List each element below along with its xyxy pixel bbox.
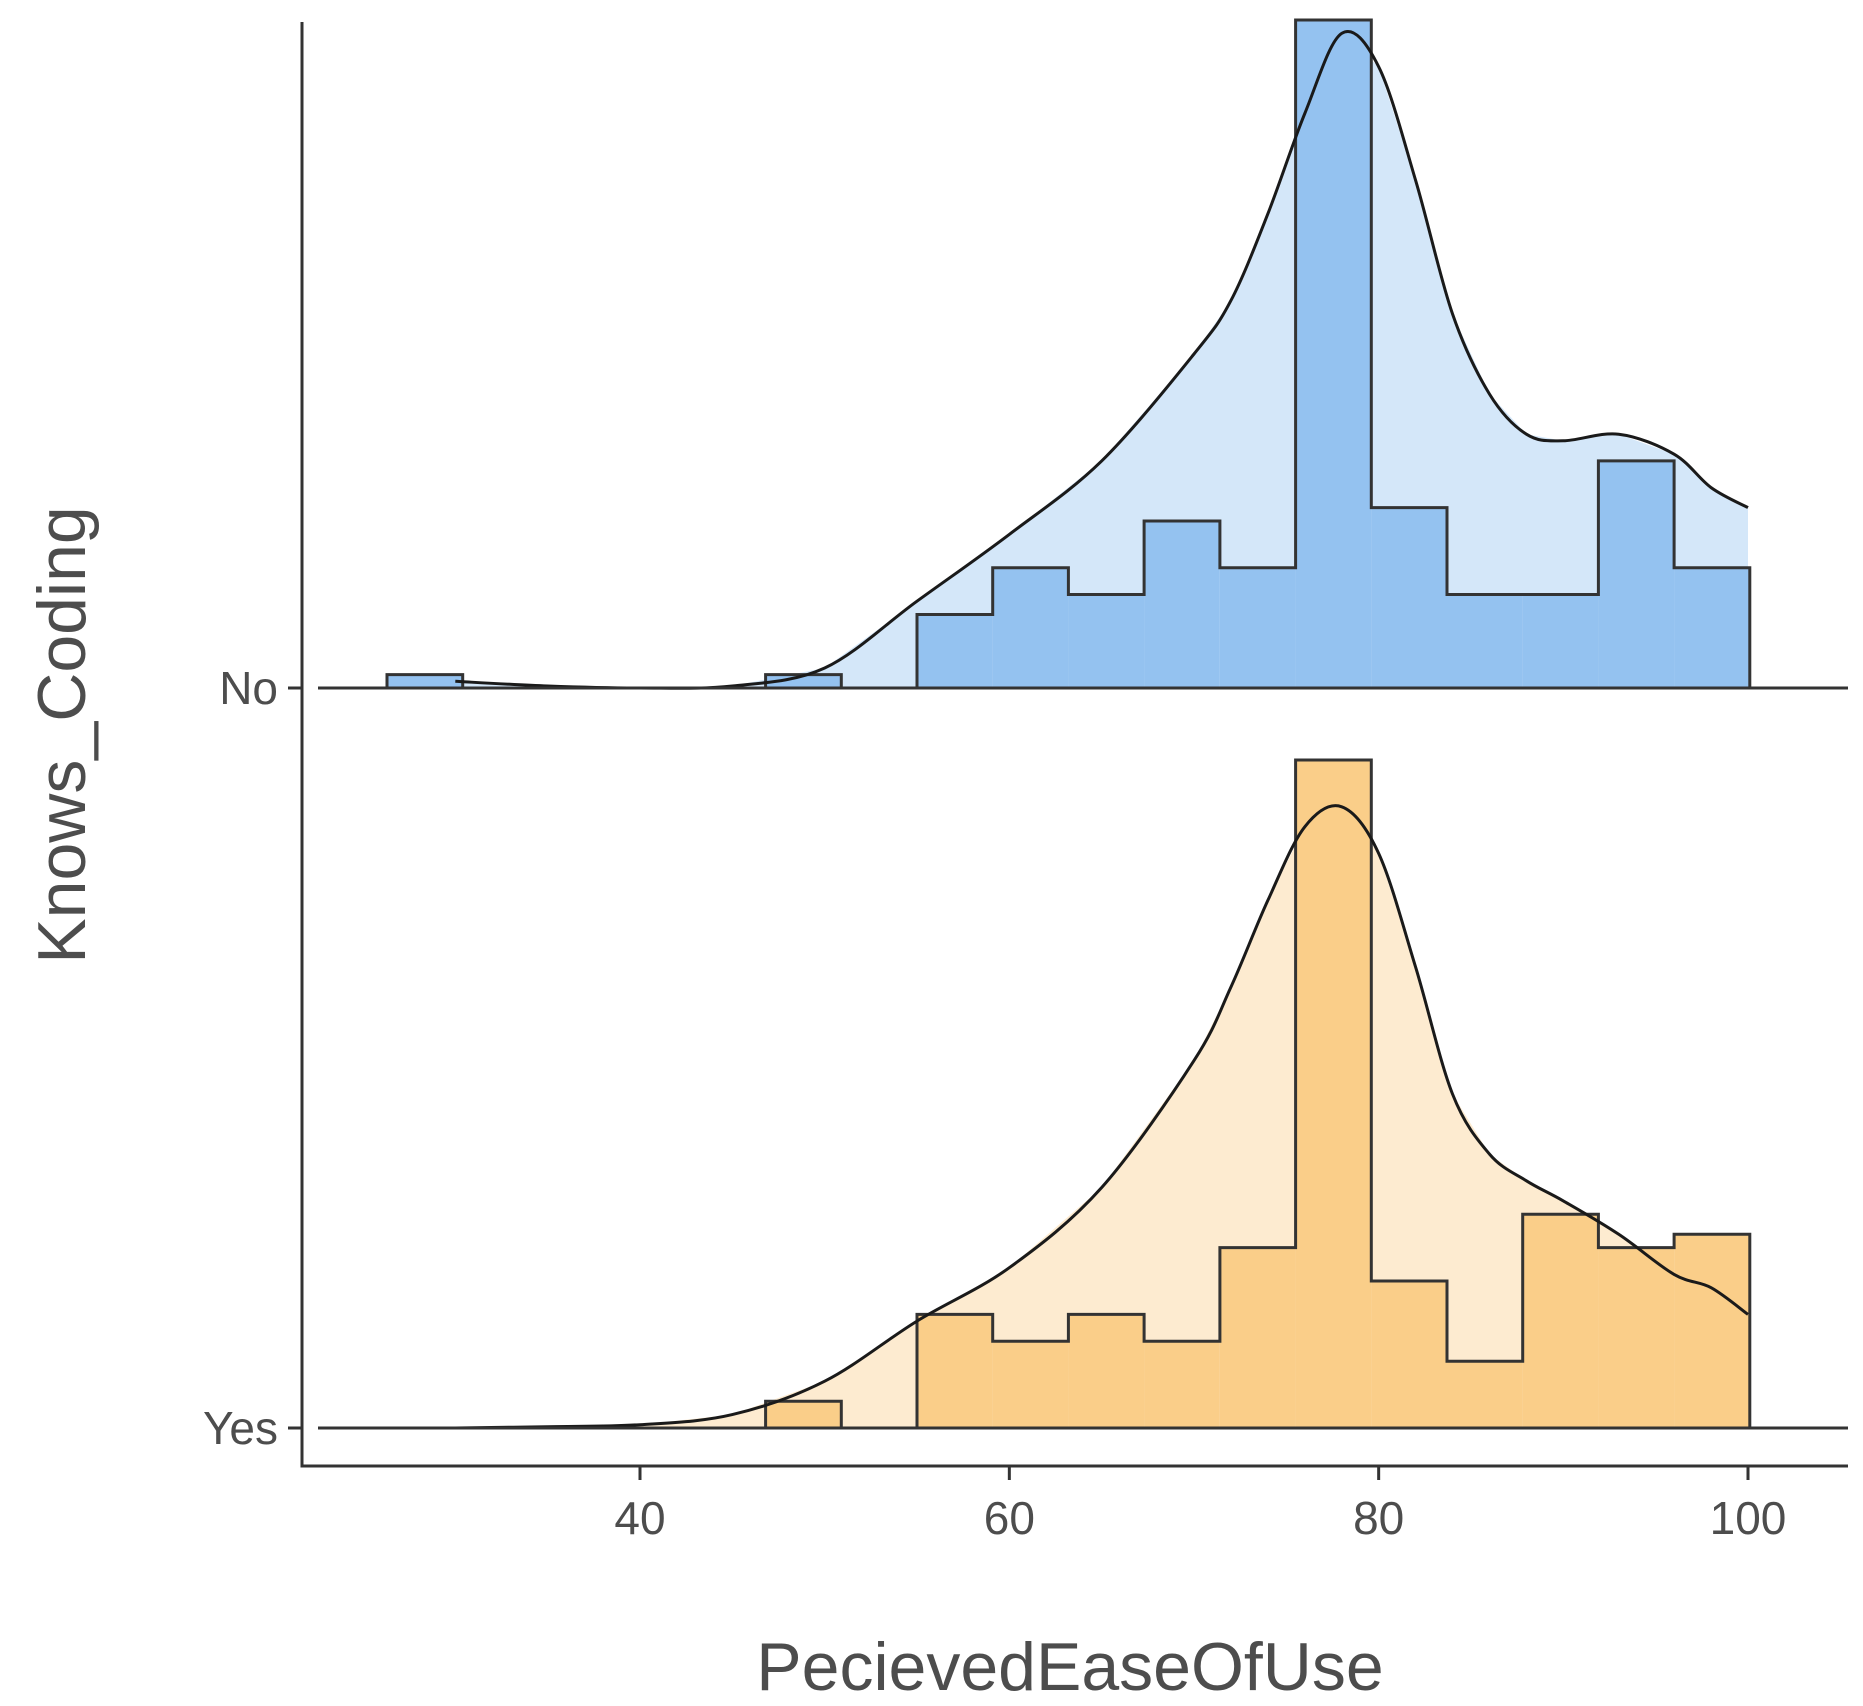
histogram-bar	[1295, 760, 1372, 1428]
histogram-bar	[1371, 507, 1447, 688]
histogram-bar	[1068, 1314, 1145, 1428]
histogram-outline-yes	[387, 758, 1752, 1430]
density-curve-yes	[455, 804, 1749, 1430]
group-yes	[318, 758, 1848, 1430]
histogram-bar	[1598, 1247, 1675, 1428]
histogram-bar	[917, 614, 993, 688]
histogram-bar	[1522, 1214, 1599, 1428]
y-tick-label: Yes	[203, 1402, 278, 1454]
histogram-bar	[1674, 567, 1750, 688]
histogram-bar	[1447, 594, 1523, 688]
histogram-bar	[387, 674, 463, 688]
histogram-bar	[992, 567, 1069, 688]
histogram-bar	[1219, 1247, 1296, 1428]
groups-layer	[318, 18, 1848, 1430]
histogram-bar	[1219, 567, 1296, 688]
histogram-bar	[917, 1314, 993, 1428]
histogram-bar	[1068, 594, 1145, 688]
density-area-yes	[455, 806, 1748, 1428]
histogram-bar	[992, 1341, 1069, 1428]
histogram-bar	[765, 674, 842, 688]
axis-lines	[300, 22, 1848, 1468]
x-tick-label: 80	[1353, 1492, 1404, 1544]
density-curve-no	[455, 30, 1749, 690]
histogram-bar	[1371, 1281, 1447, 1428]
histogram-bar	[765, 1401, 842, 1428]
axes-layer: 40 60 80 100 No Yes	[203, 22, 1848, 1544]
y-axis-ticks: No Yes	[203, 662, 302, 1454]
histogram-bar	[1144, 521, 1220, 688]
x-axis-title: PecievedEaseOfUse	[756, 1629, 1383, 1705]
histogram-bar	[1144, 1341, 1220, 1428]
group-no	[318, 18, 1848, 690]
x-axis-ticks: 40 60 80 100	[614, 1466, 1786, 1544]
x-tick-label: 40	[614, 1492, 665, 1544]
y-tick-label: No	[219, 662, 278, 714]
histogram-bar	[1447, 1361, 1523, 1428]
histogram-bar	[1598, 460, 1675, 688]
density-area-no	[455, 33, 1748, 688]
histogram-bar	[1295, 20, 1372, 688]
histogram-bar	[1522, 594, 1599, 688]
x-tick-label: 100	[1710, 1492, 1787, 1544]
x-tick-label: 60	[984, 1492, 1035, 1544]
y-axis-title: Knows_Coding	[24, 506, 100, 963]
histogram-bar	[1674, 1234, 1750, 1428]
